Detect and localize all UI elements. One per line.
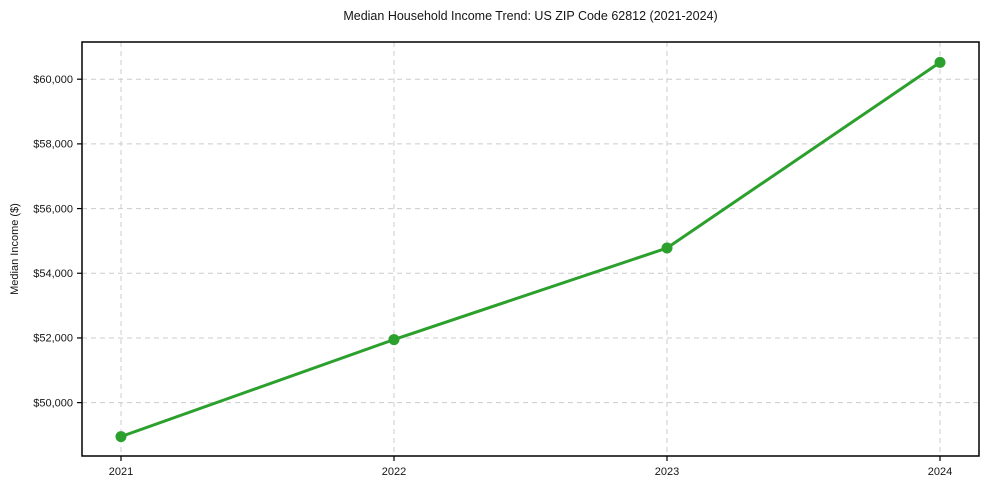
trend-line [119,60,942,439]
data-point [934,56,946,68]
x-tick-label: 2021 [109,466,133,478]
y-tick-label: $52,000 [33,333,73,345]
chart-title: Median Household Income Trend: US ZIP Co… [343,9,718,23]
x-tick-label: 2023 [655,466,679,478]
plot-frame [81,41,980,457]
y-tick-label: $56,000 [33,203,73,215]
y-tick-label: $54,000 [33,268,73,280]
y-tick-label: $58,000 [33,139,73,151]
x-tick-label: 2024 [928,466,952,478]
data-point [661,242,673,254]
x-tick-label: 2022 [382,466,406,478]
y-tick-label: $50,000 [33,397,73,409]
data-point [115,431,127,443]
data-point [388,334,400,346]
y-tick-label: $60,000 [33,74,73,86]
